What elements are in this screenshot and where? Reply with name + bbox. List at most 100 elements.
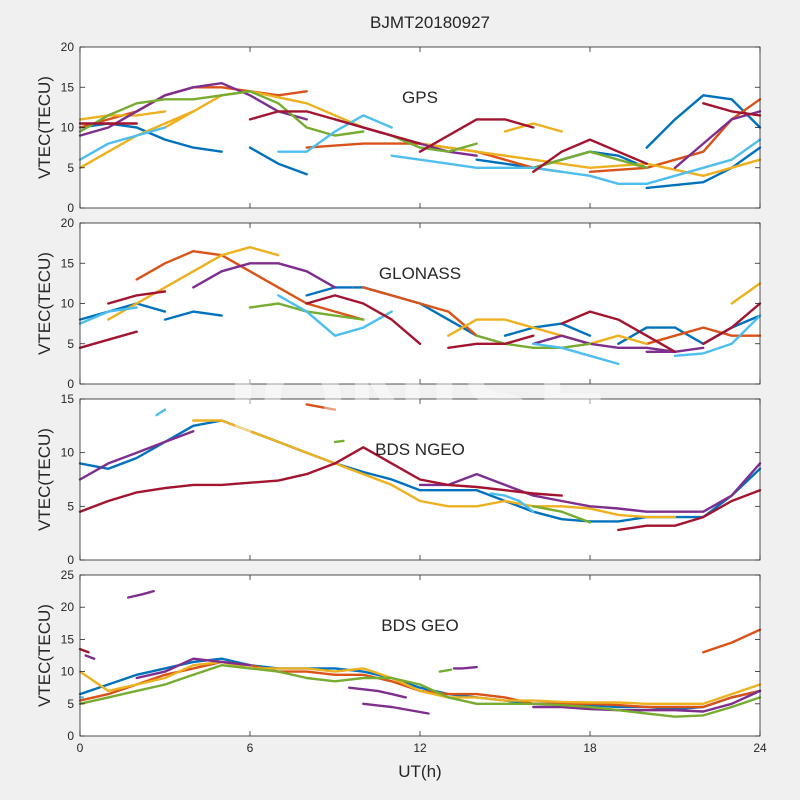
series-line — [560, 310, 677, 353]
series-line — [78, 664, 762, 718]
y-tick-label: 15 — [61, 80, 75, 94]
y-tick-label: 5 — [67, 337, 74, 351]
series-line — [78, 446, 563, 513]
panel-1: 0 5 10 15 20 GLONASS VTEC(TECU) — [35, 216, 762, 391]
series-line — [532, 150, 648, 170]
x-tick-label: 6 — [247, 741, 254, 755]
series-line — [673, 110, 762, 170]
panel-label: GLONASS — [379, 264, 461, 283]
series-line — [78, 110, 167, 121]
x-tick-label: 18 — [583, 741, 597, 755]
panel-label: BDS GEO — [381, 616, 458, 635]
series-line — [503, 322, 592, 337]
y-tick-label: 20 — [61, 40, 75, 54]
series-line — [673, 314, 762, 357]
series-line — [78, 330, 138, 349]
series-line — [418, 462, 762, 513]
series-line — [248, 110, 422, 145]
series-line — [163, 310, 223, 321]
series-line — [532, 138, 648, 174]
series-line — [333, 439, 345, 444]
y-tick-label: 0 — [67, 553, 74, 567]
series-line — [78, 430, 195, 481]
series-line — [390, 138, 762, 186]
chart-panels: 0 5 10 15 20 GPS VTEC(TECU) 0 5 10 15 20 GLONASS VTEC… — [35, 40, 767, 781]
axes-background — [80, 47, 760, 208]
series-line — [305, 403, 337, 411]
series-line — [78, 126, 167, 161]
series-line — [503, 122, 563, 133]
series-line — [248, 146, 308, 176]
series-line — [617, 326, 705, 345]
y-tick-label: 20 — [61, 216, 75, 230]
y-tick-label: 15 — [61, 256, 75, 270]
series-line — [126, 589, 155, 599]
series-line — [532, 342, 620, 366]
series-line — [78, 81, 308, 137]
series-line — [702, 102, 762, 117]
series-line — [447, 318, 648, 345]
series-line — [645, 146, 762, 190]
series-line — [390, 134, 478, 153]
panel-label: GPS — [402, 88, 438, 107]
y-tick-label: 15 — [61, 632, 75, 646]
series-line — [475, 334, 592, 349]
y-tick-label: 10 — [61, 665, 75, 679]
watermark: IONISE — [228, 339, 613, 462]
series-line — [78, 90, 365, 137]
y-axis-label: VTEC(TECU) — [35, 252, 54, 355]
y-axis-label: VTEC(TECU) — [35, 428, 54, 531]
series-line — [730, 282, 762, 305]
series-line — [532, 505, 592, 524]
series-line — [418, 118, 535, 153]
figure-title: BJMT20180927 — [370, 13, 490, 32]
series-line — [438, 668, 453, 673]
series-line — [362, 702, 430, 715]
series-line — [277, 294, 393, 337]
x-tick-label: 12 — [413, 741, 427, 755]
x-axis-label: UT(h) — [398, 762, 441, 781]
x-tick-label: 24 — [753, 741, 767, 755]
series-line — [532, 334, 677, 353]
series-line — [452, 665, 478, 670]
series-line — [78, 660, 762, 705]
y-axis-label: VTEC(TECU) — [35, 76, 54, 179]
series-line — [135, 657, 252, 680]
y-tick-label: 5 — [67, 697, 74, 711]
series-line — [348, 686, 407, 699]
y-tick-label: 0 — [67, 729, 74, 743]
y-tick-label: 10 — [61, 121, 75, 135]
series-line — [192, 262, 337, 289]
panel-3: 0 5 10 15 20 25 0 6 12 18 24 BDS GEO VTEC(TECU) UT(h) — [35, 568, 767, 781]
panel-label: BDS NGEO — [375, 440, 465, 459]
series-line — [702, 302, 762, 345]
series-line — [532, 689, 762, 713]
series-line — [78, 647, 90, 654]
y-tick-label: 25 — [61, 568, 75, 582]
y-tick-label: 0 — [67, 377, 74, 391]
series-line — [447, 334, 535, 349]
series-line — [617, 489, 762, 532]
series-line — [192, 419, 677, 519]
series-line — [107, 290, 167, 305]
series-line — [135, 249, 365, 321]
x-tick-label: 0 — [77, 741, 84, 755]
y-axis-label: VTEC(TECU) — [35, 604, 54, 707]
series-line — [277, 114, 393, 153]
series-line — [78, 306, 138, 325]
series-line — [645, 94, 762, 149]
y-tick-label: 10 — [61, 297, 75, 311]
series-line — [84, 654, 96, 660]
series-line — [78, 302, 167, 321]
series-line — [489, 492, 535, 513]
panel-2: 0 5 10 15 BDS NGEO VTEC(TECU) — [35, 392, 762, 567]
series-line — [305, 294, 422, 345]
series-line — [107, 245, 280, 321]
panel-0: 0 5 10 15 20 GPS VTEC(TECU) — [35, 40, 762, 215]
y-tick-label: 5 — [67, 161, 74, 175]
series-line — [702, 628, 762, 654]
series-line — [362, 286, 478, 337]
y-tick-label: 5 — [67, 499, 74, 513]
y-tick-label: 20 — [61, 600, 75, 614]
